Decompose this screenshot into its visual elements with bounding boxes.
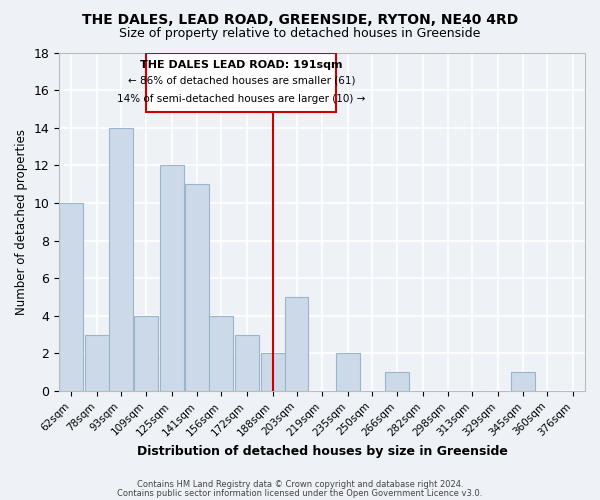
Text: 14% of semi-detached houses are larger (10) →: 14% of semi-detached houses are larger (… bbox=[117, 94, 365, 104]
Bar bbox=[185, 184, 209, 391]
Bar bbox=[134, 316, 158, 391]
FancyBboxPatch shape bbox=[146, 52, 337, 112]
Text: ← 86% of detached houses are smaller (61): ← 86% of detached houses are smaller (61… bbox=[128, 76, 355, 86]
Text: THE DALES, LEAD ROAD, GREENSIDE, RYTON, NE40 4RD: THE DALES, LEAD ROAD, GREENSIDE, RYTON, … bbox=[82, 12, 518, 26]
Bar bbox=[160, 166, 184, 391]
Bar bbox=[235, 334, 259, 391]
Bar bbox=[335, 354, 359, 391]
Bar bbox=[260, 354, 284, 391]
Text: Contains public sector information licensed under the Open Government Licence v3: Contains public sector information licen… bbox=[118, 488, 482, 498]
X-axis label: Distribution of detached houses by size in Greenside: Distribution of detached houses by size … bbox=[137, 444, 508, 458]
Text: Size of property relative to detached houses in Greenside: Size of property relative to detached ho… bbox=[119, 28, 481, 40]
Bar bbox=[385, 372, 409, 391]
Bar bbox=[284, 297, 308, 391]
Bar bbox=[209, 316, 233, 391]
Bar bbox=[85, 334, 109, 391]
Text: Contains HM Land Registry data © Crown copyright and database right 2024.: Contains HM Land Registry data © Crown c… bbox=[137, 480, 463, 489]
Text: THE DALES LEAD ROAD: 191sqm: THE DALES LEAD ROAD: 191sqm bbox=[140, 60, 343, 70]
Bar bbox=[109, 128, 133, 391]
Bar bbox=[59, 203, 83, 391]
Y-axis label: Number of detached properties: Number of detached properties bbox=[15, 128, 28, 314]
Bar bbox=[511, 372, 535, 391]
